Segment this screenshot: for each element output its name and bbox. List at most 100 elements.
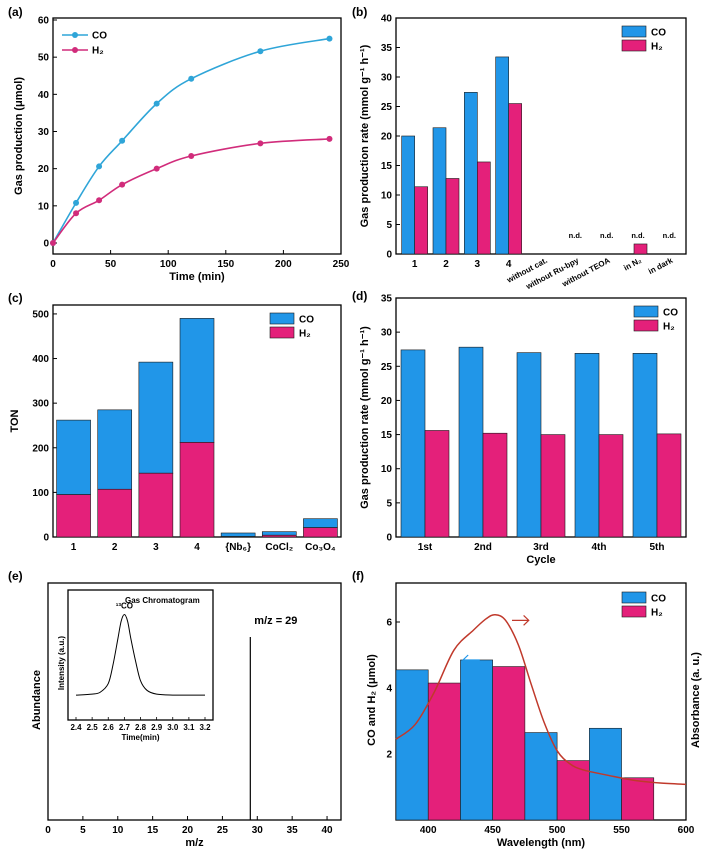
b-ylabel: Gas production rate (mmol g⁻¹ h⁻¹) <box>359 44 371 227</box>
e-ylabel: Abundance <box>31 670 43 730</box>
c-bar-h2-3 <box>179 442 215 538</box>
d-xtick-label-4: 5th <box>650 542 665 553</box>
e-xtick-label: 25 <box>217 825 229 836</box>
d-bar-0-3 <box>574 353 600 538</box>
a-ytick-label: 40 <box>38 90 50 101</box>
c-ytick-label: 100 <box>32 488 49 499</box>
d-legend-label-1: H₂ <box>663 322 675 333</box>
b-bar-0-3 <box>495 56 509 255</box>
f-legend-label-0: CO <box>651 594 666 605</box>
f-bar-1-3 <box>621 777 655 821</box>
d-bar-0-2 <box>516 352 542 538</box>
b-annotation-8: n.d. <box>663 231 676 240</box>
f-xtick-label: 400 <box>420 825 437 836</box>
d-bar-0-1 <box>458 346 484 538</box>
f-bar-0-2 <box>524 732 558 821</box>
d-ytick-label: 15 <box>381 430 393 441</box>
b-ytick-label: 30 <box>381 73 393 84</box>
b-ytick-label: 5 <box>386 220 392 231</box>
panel-f-wavelength-dependence: 2 4 6 400 450 500 550 600 (f) CO and H₂ (μmol) Abs… <box>352 569 702 849</box>
c-bar-co-1 <box>97 409 133 490</box>
b-bar-1-7 <box>633 243 648 255</box>
b-annotation-7: n.d. <box>631 231 644 240</box>
d-panel-label: (d) <box>352 289 367 303</box>
e-inset-xtick-label-6: 3.0 <box>167 723 179 732</box>
e-inset-chromatogram-line <box>75 613 205 696</box>
a-point-0-3 <box>119 137 126 144</box>
e-xtick-label: 40 <box>321 825 333 836</box>
c-bar-co-4 <box>220 532 256 537</box>
d-bar-1-0 <box>424 430 450 538</box>
f-arrow-left-axis <box>462 654 480 666</box>
c-bar-h2-6 <box>303 527 338 538</box>
f-xtick-label: 550 <box>613 825 630 836</box>
b-ytick-label: 25 <box>381 102 393 113</box>
f-xtick-label: 500 <box>549 825 566 836</box>
d-ytick-label: 10 <box>381 464 393 475</box>
b-ytick-label: 10 <box>381 191 393 202</box>
f-xlabel: Wavelength (nm) <box>497 837 586 849</box>
c-bar-co-0 <box>56 419 91 495</box>
f-bar-1-2 <box>556 760 590 821</box>
b-xtick-label-7: in N₂ <box>622 256 643 273</box>
d-bar-1-1 <box>482 432 508 538</box>
c-ytick-label: 300 <box>32 399 49 410</box>
c-ytick-label: 0 <box>43 533 49 544</box>
c-xtick-label-6: Co₃O₄ <box>305 542 336 553</box>
f-ylabel-right: Absorbance (a. u.) <box>690 652 702 748</box>
a-xlabel: Time (min) <box>169 271 225 283</box>
a-xtick-label: 50 <box>105 259 117 270</box>
a-point-1-7 <box>326 135 333 142</box>
e-xtick-label: 0 <box>45 825 51 836</box>
c-legend-label-0: CO <box>299 315 314 326</box>
d-legend-swatch-0 <box>633 305 659 318</box>
e-inset-peak-label: ¹³CO <box>116 601 133 610</box>
e-xtick-label: 20 <box>182 825 194 836</box>
a-point-0-5 <box>188 75 195 82</box>
a-legend-label-1: H₂ <box>92 46 104 57</box>
e-panel-label: (e) <box>8 569 23 583</box>
b-legend-swatch-0 <box>621 25 647 38</box>
a-xtick-label: 100 <box>160 259 177 270</box>
d-ytick-label: 5 <box>386 498 392 509</box>
e-inset-xtick-label-1: 2.5 <box>87 723 99 732</box>
d-bar-0-4 <box>632 353 658 538</box>
d-ytick-label: 0 <box>386 533 392 544</box>
f-bar-0-0 <box>395 669 429 821</box>
e-xlabel: m/z <box>185 837 204 849</box>
c-panel-label: (c) <box>8 291 23 305</box>
f-xtick-label: 450 <box>484 825 501 836</box>
b-xtick-label-0: 1 <box>412 259 418 270</box>
c-xtick-label-5: CoCl₂ <box>265 542 293 553</box>
b-ytick-label: 0 <box>386 250 392 261</box>
panel-c-ton-stacked-bars: 0 100 200 300 400 500 (c) TON 1 2 3 4 {Nb₆} CoCl₂ Co₃O… <box>8 291 342 553</box>
a-legend-marker-1 <box>72 47 78 53</box>
b-xtick-label-8: in dark <box>647 256 675 277</box>
c-bar-h2-1 <box>97 488 133 538</box>
f-bar-0-1 <box>460 659 493 821</box>
f-ytick-label: 4 <box>386 684 392 695</box>
a-panel-label: (a) <box>8 5 23 19</box>
a-ytick-label: 10 <box>38 201 50 212</box>
a-point-0-1 <box>73 199 80 206</box>
c-ytick-label: 200 <box>32 443 49 454</box>
b-panel-label: (b) <box>352 5 367 19</box>
c-ylabel: TON <box>9 409 21 432</box>
c-xtick-label-0: 1 <box>71 542 77 553</box>
d-ytick-label: 25 <box>381 362 393 373</box>
d-legend-swatch-1 <box>633 319 659 332</box>
d-bar-1-4 <box>656 433 682 538</box>
e-inset-xtick-label-8: 3.2 <box>199 723 211 732</box>
b-ytick-label: 15 <box>381 161 393 172</box>
a-ytick-label: 50 <box>38 53 50 64</box>
c-xtick-label-2: 3 <box>153 542 159 553</box>
e-inset-ylabel: Intensity (a.u.) <box>57 636 66 691</box>
f-ytick-label: 2 <box>386 750 392 761</box>
c-xtick-label-1: 2 <box>112 542 118 553</box>
b-ytick-label: 35 <box>381 43 393 54</box>
d-xtick-label-3: 4th <box>592 542 607 553</box>
a-xtick-label: 250 <box>333 259 350 270</box>
d-ytick-label: 20 <box>381 396 393 407</box>
c-ytick-label: 400 <box>32 354 49 365</box>
